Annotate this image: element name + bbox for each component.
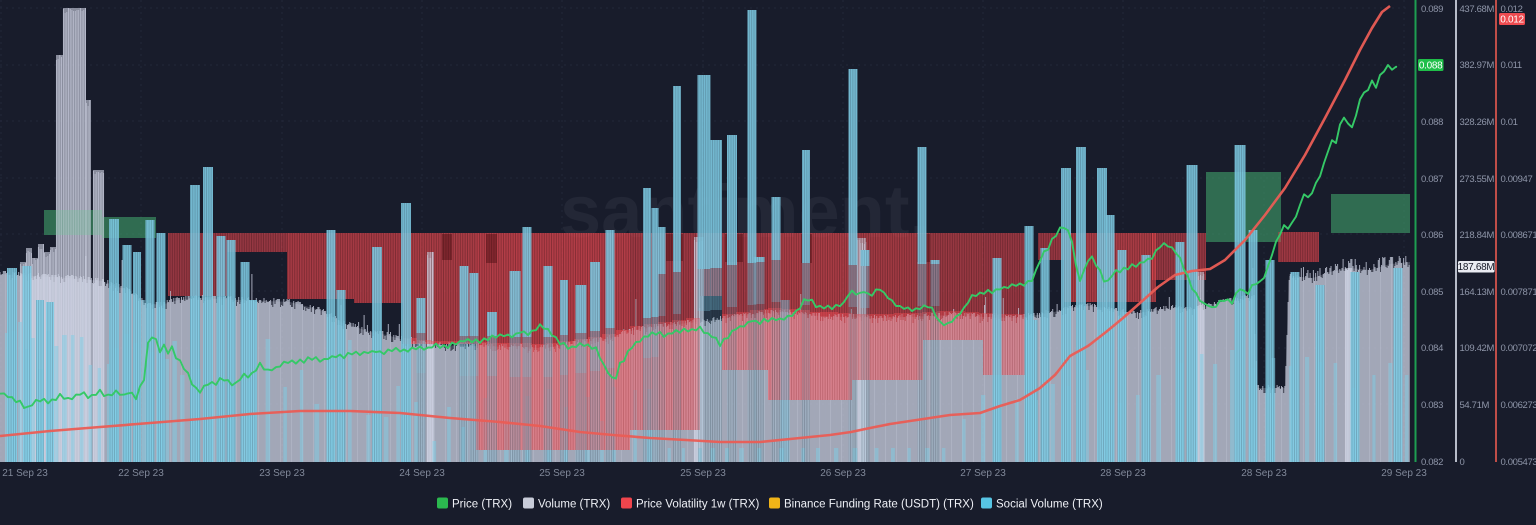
svg-text:24 Sep 23: 24 Sep 23 bbox=[399, 468, 445, 479]
svg-text:0.086: 0.086 bbox=[1421, 230, 1443, 241]
svg-text:0.007072: 0.007072 bbox=[1501, 343, 1536, 354]
svg-text:0: 0 bbox=[1460, 457, 1465, 468]
svg-text:0.088: 0.088 bbox=[1421, 117, 1443, 128]
svg-text:Social Volume (TRX): Social Volume (TRX) bbox=[996, 499, 1103, 511]
svg-text:Price Volatility 1w (TRX): Price Volatility 1w (TRX) bbox=[636, 499, 760, 511]
svg-text:28 Sep 23: 28 Sep 23 bbox=[1241, 468, 1287, 479]
svg-text:0.084: 0.084 bbox=[1421, 343, 1443, 354]
svg-text:437.68M: 437.68M bbox=[1460, 4, 1495, 15]
svg-text:0.00947: 0.00947 bbox=[1501, 174, 1533, 185]
svg-text:0.008671: 0.008671 bbox=[1501, 230, 1536, 241]
svg-text:273.55M: 273.55M bbox=[1460, 174, 1495, 185]
svg-text:54.71M: 54.71M bbox=[1460, 400, 1490, 411]
svg-text:28 Sep 23: 28 Sep 23 bbox=[1100, 468, 1146, 479]
svg-text:218.84M: 218.84M bbox=[1460, 230, 1495, 241]
svg-text:0.005473: 0.005473 bbox=[1501, 457, 1536, 468]
svg-text:Volume (TRX): Volume (TRX) bbox=[538, 499, 610, 511]
svg-text:0.085: 0.085 bbox=[1421, 287, 1443, 298]
svg-text:0.011: 0.011 bbox=[1501, 60, 1522, 71]
svg-text:29 Sep 23: 29 Sep 23 bbox=[1381, 468, 1427, 479]
svg-text:0.01: 0.01 bbox=[1501, 117, 1518, 128]
svg-text:27 Sep 23: 27 Sep 23 bbox=[960, 468, 1006, 479]
svg-text:26 Sep 23: 26 Sep 23 bbox=[820, 468, 866, 479]
svg-text:0.088: 0.088 bbox=[1419, 61, 1443, 72]
svg-text:0.082: 0.082 bbox=[1421, 457, 1443, 468]
svg-text:0.012: 0.012 bbox=[1500, 15, 1524, 26]
svg-text:0.007871: 0.007871 bbox=[1501, 287, 1536, 298]
svg-text:382.97M: 382.97M bbox=[1460, 60, 1495, 71]
svg-text:0.087: 0.087 bbox=[1421, 174, 1443, 185]
svg-text:0.089: 0.089 bbox=[1421, 4, 1443, 15]
svg-text:Price (TRX): Price (TRX) bbox=[452, 499, 512, 511]
svg-text:109.42M: 109.42M bbox=[1460, 343, 1495, 354]
svg-text:164.13M: 164.13M bbox=[1460, 287, 1495, 298]
svg-text:25 Sep 23: 25 Sep 23 bbox=[680, 468, 726, 479]
svg-text:Binance Funding Rate (USDT) (T: Binance Funding Rate (USDT) (TRX) bbox=[784, 499, 974, 511]
svg-text:0.083: 0.083 bbox=[1421, 400, 1443, 411]
svg-text:21 Sep 23: 21 Sep 23 bbox=[2, 468, 48, 479]
svg-text:187.68M: 187.68M bbox=[1458, 262, 1495, 273]
svg-text:0.006273: 0.006273 bbox=[1501, 400, 1536, 411]
svg-text:23 Sep 23: 23 Sep 23 bbox=[259, 468, 305, 479]
svg-text:328.26M: 328.26M bbox=[1460, 117, 1495, 128]
svg-text:22 Sep 23: 22 Sep 23 bbox=[118, 468, 164, 479]
svg-text:25 Sep 23: 25 Sep 23 bbox=[539, 468, 585, 479]
